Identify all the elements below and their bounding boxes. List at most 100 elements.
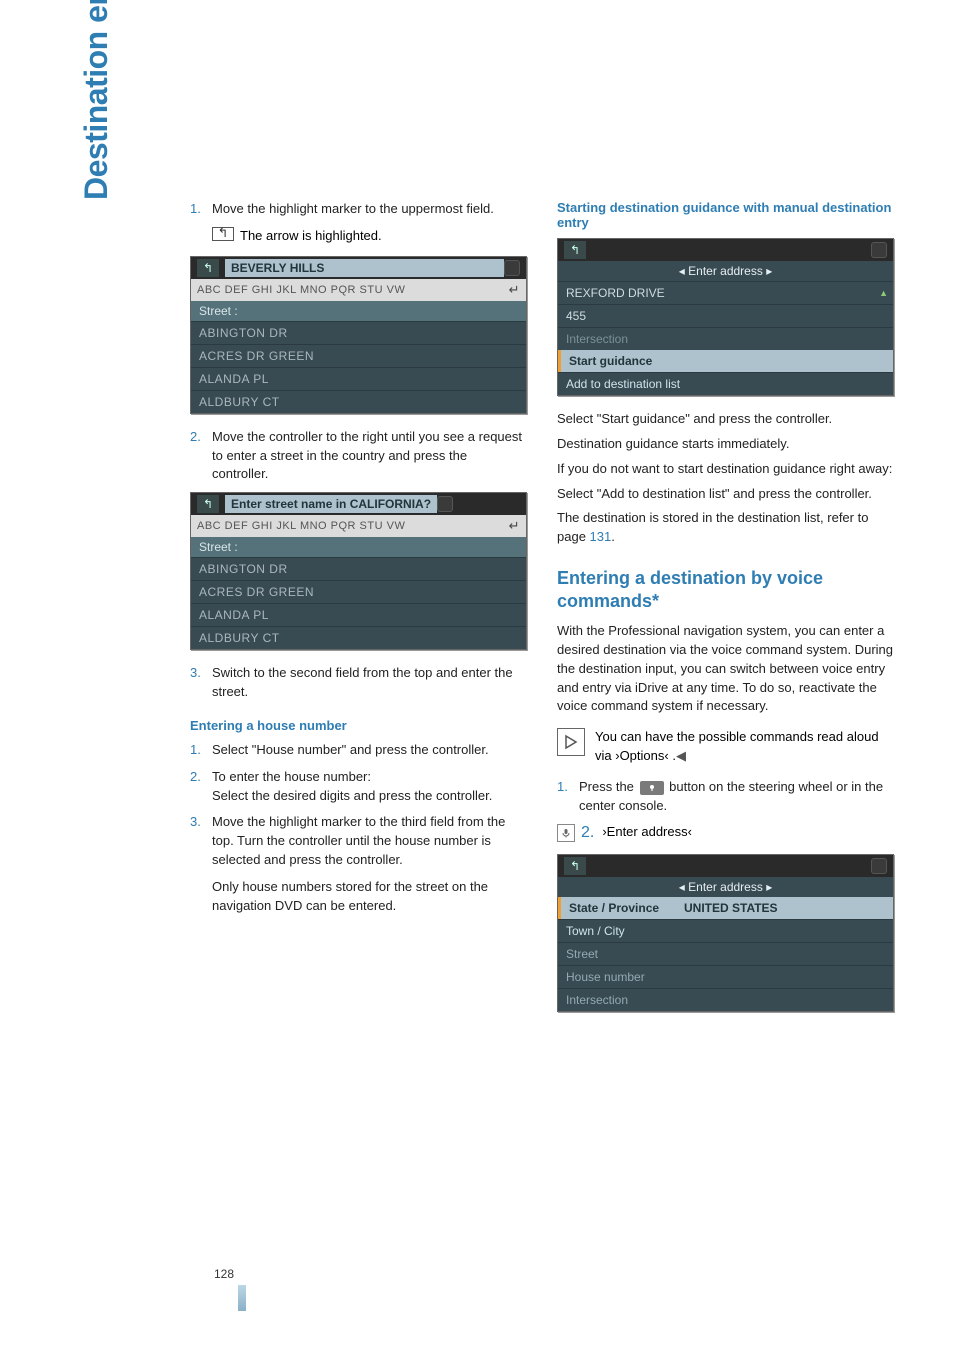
list-item: ACRES DR GREEN	[191, 344, 526, 367]
list-item: ABINGTON DR	[191, 321, 526, 344]
page-number: 128	[214, 1267, 234, 1281]
data-row: 455	[558, 304, 893, 327]
nav-screenshot-4: ↰ ◂ Enter address ▸ State / Province UNI…	[557, 854, 894, 1012]
steps-list-bottom: 3. Switch to the second field from the t…	[190, 664, 527, 702]
nav-title: BEVERLY HILLS	[225, 259, 504, 277]
abc-row: ABC DEF GHI JKL MNO PQR STU VW ↵	[191, 515, 526, 537]
step-number: 1.	[557, 778, 571, 816]
sel-val: UNITED STATES	[684, 901, 778, 915]
sel-key: State / Province	[569, 901, 684, 915]
text-fragment: .	[669, 748, 676, 763]
nav-screenshot-3: ↰ ◂ Enter address ▸ REXFORD DRIVE 455 In…	[557, 238, 894, 396]
back-icon: ↰	[564, 241, 586, 259]
paragraph: If you do not want to start destination …	[557, 460, 894, 479]
step-number: 3.	[190, 813, 204, 870]
back-arrow-icon	[212, 227, 234, 241]
step-number: 2.	[190, 428, 204, 485]
heading-voice-commands: Entering a destination by voice commands…	[557, 567, 894, 612]
nav-center-title: ◂ Enter address ▸	[558, 261, 893, 281]
list-item: ALDBURY CT	[191, 390, 526, 413]
steps-list-top: 1. Move the highlight marker to the uppe…	[190, 200, 527, 219]
controller-icon	[437, 496, 453, 512]
data-row: REXFORD DRIVE	[558, 281, 893, 304]
step-text: Move the highlight marker to the uppermo…	[212, 200, 527, 219]
controller-icon	[871, 858, 887, 874]
play-icon	[557, 728, 585, 756]
text-fragment: Press the	[579, 779, 638, 794]
arrow-highlight-note: The arrow is highlighted.	[212, 227, 527, 246]
mic-icon	[557, 824, 575, 842]
abc-row: ABC DEF GHI JKL MNO PQR STU VW ↵	[191, 279, 526, 301]
step-text-b: Select the desired digits and press the …	[212, 788, 492, 803]
nav-center-title: ◂ Enter address ▸	[558, 877, 893, 897]
heading-house-number: Entering a house number	[190, 718, 527, 733]
house-note: Only house numbers stored for the street…	[212, 878, 527, 916]
step-number: 3.	[190, 664, 204, 702]
step-text: Move the controller to the right until y…	[212, 428, 527, 485]
step-text: Select "House number" and press the cont…	[212, 741, 527, 760]
back-icon: ↰	[197, 495, 219, 513]
controller-icon	[504, 260, 520, 276]
back-icon: ↰	[197, 259, 219, 277]
steps-list-mid: 2. Move the controller to the right unti…	[190, 428, 527, 485]
info-note: You can have the possible commands read …	[557, 728, 894, 766]
step-text-a: To enter the house number:	[212, 769, 371, 784]
list-item: ACRES DR GREEN	[191, 580, 526, 603]
data-row: Street	[558, 942, 893, 965]
arrow-note-text: The arrow is highlighted.	[240, 227, 382, 246]
paragraph: Destination guidance starts immediately.	[557, 435, 894, 454]
nav-title-selected: Enter street name in CALIFORNIA?	[225, 495, 437, 513]
voice-intro: With the Professional navigation system,…	[557, 622, 894, 716]
step-text: Switch to the second field from the top …	[212, 664, 527, 702]
step-text: Move the highlight marker to the third f…	[212, 813, 527, 870]
data-row: Add to destination list	[558, 372, 893, 395]
voice-command-text: ›Options‹	[615, 748, 668, 763]
list-item: ABINGTON DR	[191, 557, 526, 580]
nav-screenshot-2: ↰ Enter street name in CALIFORNIA? ABC D…	[190, 492, 527, 650]
right-column: Starting destination guidance with manua…	[557, 200, 894, 1026]
voice-step-2: 2. ›Enter address‹	[557, 824, 894, 842]
selected-row: Start guidance	[558, 350, 893, 372]
paragraph: The destination is stored in the destina…	[557, 509, 894, 547]
data-row-dim: Intersection	[558, 327, 893, 350]
step-text: To enter the house number: Select the de…	[212, 768, 527, 806]
list-item: ALANDA PL	[191, 603, 526, 626]
step-number: 1.	[190, 200, 204, 219]
street-label: Street :	[191, 537, 526, 557]
nav-screenshot-1: ↰ BEVERLY HILLS ABC DEF GHI JKL MNO PQR …	[190, 256, 527, 414]
selected-row: State / Province UNITED STATES	[558, 897, 893, 919]
enter-icon: ↵	[509, 282, 520, 298]
abc-text: ABC DEF GHI JKL MNO PQR STU VW	[197, 284, 405, 296]
text-fragment: .	[611, 529, 615, 544]
end-triangle-icon: ◀	[676, 748, 686, 763]
data-row: Intersection	[558, 988, 893, 1011]
enter-icon: ↵	[509, 518, 520, 534]
back-icon: ↰	[564, 857, 586, 875]
step-text: Press the button on the steering wheel o…	[579, 778, 894, 816]
page-content: 1. Move the highlight marker to the uppe…	[0, 0, 954, 1066]
side-tab: Destination entry	[78, 0, 115, 200]
list-item: ALDBURY CT	[191, 626, 526, 649]
step-number: 2.	[190, 768, 204, 806]
list-item: ALANDA PL	[191, 367, 526, 390]
data-row: House number	[558, 965, 893, 988]
voice-steps-1: 1. Press the button on the steering whee…	[557, 778, 894, 816]
voice-command-text: ›Enter address‹	[602, 824, 692, 839]
paragraph: Select "Start guidance" and press the co…	[557, 410, 894, 429]
street-label: Street :	[191, 301, 526, 321]
voice-button-icon	[640, 781, 664, 795]
left-column: 1. Move the highlight marker to the uppe…	[190, 200, 527, 1026]
note-text: You can have the possible commands read …	[595, 728, 894, 766]
data-row: Town / City	[558, 919, 893, 942]
center-title-text: Enter address	[688, 264, 763, 278]
step-number: 2.	[581, 824, 594, 842]
heading-start-guidance: Starting destination guidance with manua…	[557, 200, 894, 230]
house-steps: 1. Select "House number" and press the c…	[190, 741, 527, 870]
page-link[interactable]: 131	[590, 529, 612, 544]
controller-icon	[871, 242, 887, 258]
paragraph: Select "Add to destination list" and pre…	[557, 485, 894, 504]
page-number-bar	[238, 1285, 246, 1311]
center-title-text: Enter address	[688, 880, 763, 894]
abc-text: ABC DEF GHI JKL MNO PQR STU VW	[197, 520, 405, 532]
step-number: 1.	[190, 741, 204, 760]
